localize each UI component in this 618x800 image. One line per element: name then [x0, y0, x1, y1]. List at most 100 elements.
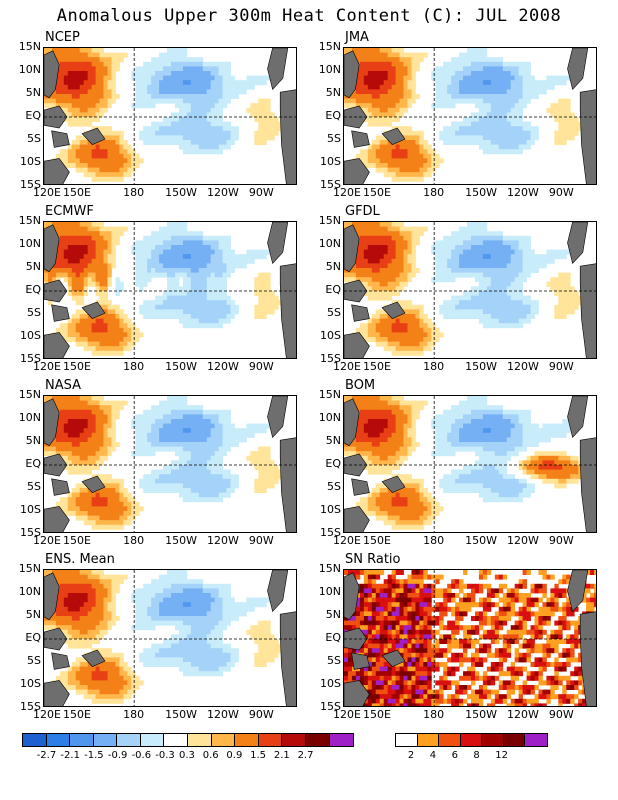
land-mass [351, 130, 370, 148]
lon-tick-label: 90W [248, 186, 274, 199]
anomaly-colorbar-swatch [93, 734, 118, 746]
lat-tick-label: EQ [25, 283, 41, 296]
anomaly-colorbar-label: -0.6 [131, 750, 152, 761]
lat-tick-label: 10S [20, 155, 41, 168]
land-mass [344, 158, 370, 184]
lon-tick-label: 120E [33, 360, 61, 373]
lon-tick-label: 120W [206, 360, 239, 373]
lon-tick-label: 90W [548, 708, 574, 721]
lon-tick-label: 120E [333, 360, 361, 373]
lat-tick-label: 5N [25, 260, 41, 273]
lon-tick-label: 150E [362, 534, 391, 547]
lat-tick-label: 15N [318, 214, 341, 227]
land-mass [344, 506, 370, 532]
land-mass [81, 649, 106, 667]
sn-colorbar-swatch [503, 734, 526, 746]
anomaly-colorbar-label: -0.9 [107, 750, 128, 761]
lat-tick-label: 10N [18, 237, 41, 250]
lat-tick-label: EQ [325, 631, 341, 644]
land-mass [279, 611, 296, 706]
lon-tick-label: 150E [62, 186, 91, 199]
lat-tick-label: 15S [320, 352, 341, 365]
lon-tick-label: 90W [248, 534, 274, 547]
lon-tick-label: 120W [206, 708, 239, 721]
contour-map-ens [44, 570, 296, 706]
anomaly-colorbar-swatch [23, 734, 47, 746]
land-mass [267, 222, 289, 265]
panel-title-bom: BOM [345, 378, 376, 393]
contour-map-ncep [44, 48, 296, 184]
sn-colorbar-swatch [482, 734, 504, 746]
land-mass [344, 332, 370, 358]
lon-tick-label: 120W [506, 534, 539, 547]
panel-title-ecmwf: ECMWF [45, 204, 94, 219]
anomaly-colorbar-swatch [164, 734, 189, 746]
sn-colorbar-swatch [417, 734, 440, 746]
land-mass [381, 301, 406, 319]
lon-tick-label: 150W [165, 708, 197, 721]
anomaly-colorbar-swatch [235, 734, 259, 746]
lon-tick-label: 150W [465, 360, 497, 373]
land-mass [267, 48, 289, 91]
lon-tick-label: 180 [423, 534, 445, 547]
anomaly-colorbar-swatch [188, 734, 212, 746]
lon-tick-label: 180 [423, 186, 445, 199]
lat-tick-label: 10N [318, 585, 341, 598]
lon-tick-label: 120E [333, 534, 361, 547]
lat-tick-label: 15S [20, 700, 41, 713]
land-mass [44, 158, 70, 184]
anomaly-colorbar-label: -0.3 [155, 750, 175, 761]
lat-tick-label: 10S [20, 677, 41, 690]
map-panel-ens [43, 569, 297, 707]
lon-tick-label: 150E [362, 186, 391, 199]
lon-tick-label: 180 [123, 534, 145, 547]
land-mass [51, 130, 70, 148]
contour-map-bom [344, 396, 596, 532]
lon-tick-label: 90W [248, 708, 274, 721]
figure-title: Anomalous Upper 300m Heat Content (C): J… [56, 6, 562, 26]
lon-tick-label: 120E [33, 534, 61, 547]
land-mass [44, 572, 60, 621]
lon-tick-label: 120E [333, 708, 361, 721]
lon-tick-label: 180 [423, 708, 445, 721]
sn-colorbar-label: 6 [451, 750, 458, 761]
sn-colorbar-label: 8 [473, 750, 480, 761]
lat-tick-label: 10S [320, 155, 341, 168]
lat-tick-label: 10N [318, 411, 341, 424]
lat-tick-label: 5S [327, 654, 341, 667]
lat-tick-label: 5S [327, 480, 341, 493]
lat-tick-label: 5N [325, 608, 341, 621]
map-panel-sn [343, 569, 597, 707]
lon-tick-label: 150W [165, 360, 197, 373]
sn-ratio-colorbar [395, 733, 548, 747]
panel-title-ncep: NCEP [45, 30, 80, 45]
lon-tick-label: 120E [333, 186, 361, 199]
lon-tick-label: 150E [62, 534, 91, 547]
lat-tick-label: EQ [25, 631, 41, 644]
land-mass [44, 506, 70, 532]
lat-tick-label: EQ [25, 109, 41, 122]
anomaly-colorbar-label: 1.5 [250, 750, 267, 761]
lat-tick-label: 10S [320, 677, 341, 690]
land-mass [344, 224, 360, 273]
anomaly-colorbar-label: 2.1 [273, 750, 290, 761]
anomaly-colorbar-label: -2.7 [36, 750, 57, 761]
lat-tick-label: 5N [325, 86, 341, 99]
lon-tick-label: 150E [362, 708, 391, 721]
sn-colorbar-swatch [439, 734, 461, 746]
anomaly-colorbar-label: 0.9 [226, 750, 243, 761]
lat-tick-label: 5S [27, 132, 41, 145]
land-mass [44, 50, 60, 99]
lat-tick-label: 5N [25, 434, 41, 447]
map-panel-nasa [43, 395, 297, 533]
lat-tick-label: 10S [20, 503, 41, 516]
map-panel-ecmwf [43, 221, 297, 359]
lat-tick-label: 15S [320, 700, 341, 713]
lat-tick-label: 5S [27, 654, 41, 667]
lat-tick-label: 5N [325, 260, 341, 273]
lat-tick-label: 10N [318, 63, 341, 76]
anomaly-colorbar-swatch [258, 734, 283, 746]
lat-tick-label: 10N [18, 411, 41, 424]
land-mass [344, 398, 360, 447]
